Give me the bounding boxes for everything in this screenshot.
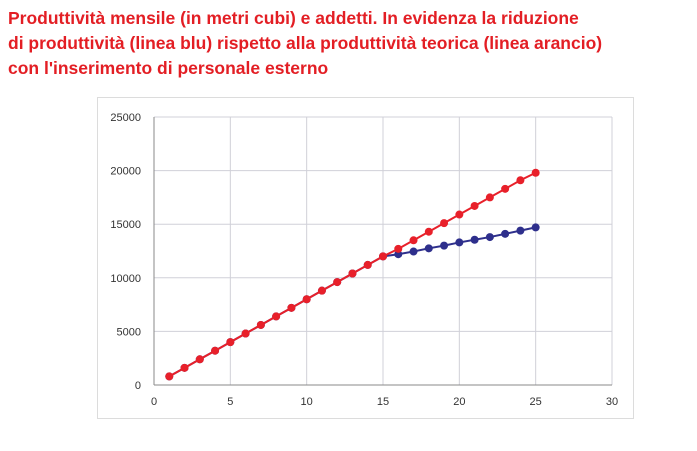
data-point: [256, 320, 265, 329]
data-point: [440, 219, 449, 228]
data-point: [409, 236, 418, 245]
data-point: [333, 278, 342, 287]
y-tick-label: 20000: [110, 166, 141, 178]
x-tick-label: 30: [606, 396, 618, 408]
data-point: [470, 201, 479, 210]
data-point: [424, 244, 433, 253]
data-point: [470, 235, 479, 244]
series-line-1: [168, 226, 536, 378]
y-tick-label: 15000: [110, 219, 141, 231]
data-point: [241, 329, 250, 338]
data-point: [516, 226, 525, 235]
data-point: [424, 227, 433, 236]
y-tick-label: 5000: [117, 326, 141, 338]
data-point: [363, 260, 372, 269]
data-point: [501, 229, 510, 238]
data-point: [348, 269, 357, 278]
data-point: [272, 312, 281, 321]
data-point: [317, 286, 326, 295]
data-point: [409, 247, 418, 256]
data-point: [516, 176, 525, 185]
data-point: [485, 193, 494, 202]
x-tick-label: 0: [151, 396, 157, 408]
data-point: [379, 252, 387, 261]
data-point: [180, 363, 189, 372]
x-tick-label: 25: [530, 396, 542, 408]
caption-line-2: di produttività (linea blu) rispetto all…: [8, 33, 603, 53]
data-point: [501, 184, 510, 193]
data-point: [440, 241, 449, 250]
data-point: [485, 233, 494, 242]
data-point: [195, 355, 204, 364]
data-point: [531, 168, 540, 177]
data-point: [455, 210, 464, 219]
x-tick-label: 5: [227, 396, 233, 408]
data-point: [226, 338, 235, 347]
data-point: [531, 223, 540, 232]
caption-line-1: Produttività mensile (in metri cubi) e a…: [8, 8, 579, 28]
y-tick-label: 25000: [110, 112, 141, 124]
x-tick-label: 20: [453, 396, 465, 408]
x-tick-label: 10: [301, 396, 313, 408]
caption-line-3: con l'inserimento di personale esterno: [8, 58, 329, 78]
data-point: [302, 295, 311, 304]
x-tick-label: 15: [377, 396, 389, 408]
y-tick-label: 10000: [110, 273, 141, 285]
data-point: [165, 372, 174, 381]
chart-caption: Produttività mensile (in metri cubi) e a…: [8, 6, 688, 81]
data-point: [455, 238, 464, 247]
data-point: [211, 346, 220, 355]
data-point: [287, 303, 296, 312]
y-tick-label: 0: [135, 380, 141, 392]
data-point: [394, 244, 403, 253]
